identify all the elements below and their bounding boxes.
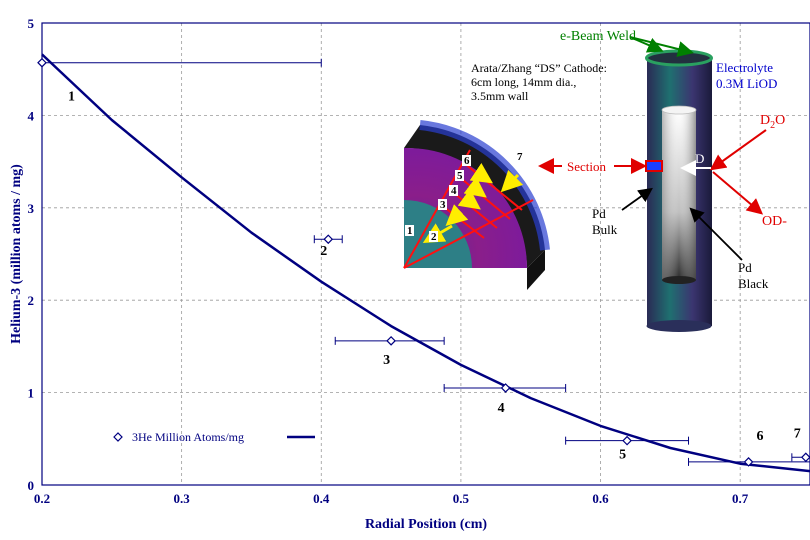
- cylinder-bottom: [646, 320, 712, 332]
- sector-yellow-arrows: [422, 162, 524, 244]
- pd-black-label-1: Pd: [738, 260, 752, 275]
- data-point-4: [500, 383, 511, 393]
- y-axis-ticks: 0 1 2 3 4 5: [28, 16, 35, 493]
- x-tick-label-1: 0.3: [174, 491, 191, 506]
- legend-marker: [113, 432, 123, 442]
- section-label: Section: [567, 159, 606, 174]
- section-indicator: Section: [538, 158, 647, 174]
- sector-diagram: 1 2 3 4 5 6 7: [403, 120, 550, 290]
- od-label: OD-: [762, 214, 787, 229]
- data-point-3: [386, 336, 396, 346]
- x-axis-title: Radial Position (cm): [365, 517, 487, 532]
- sector-label-3: 3: [440, 199, 446, 211]
- fit-curve: [41, 53, 810, 473]
- sector-label-6: 6: [464, 155, 470, 167]
- sector-region-labels: 1 2 3 4 5 6 7: [405, 151, 523, 243]
- data-point-5: [622, 435, 632, 446]
- cathode-cylinder: [645, 49, 713, 332]
- y-tick-label-4: 4: [28, 108, 35, 123]
- y-tick-label-1: 1: [28, 386, 35, 401]
- data-label-4: 4: [498, 401, 505, 416]
- x-tick-label-2: 0.4: [313, 491, 330, 506]
- x-tick-label-0: 0.2: [34, 491, 50, 506]
- data-point-7: [800, 452, 810, 463]
- data-label-6: 6: [757, 429, 764, 444]
- d-label: D: [695, 151, 704, 166]
- pd-bulk-label-1: Pd: [592, 206, 606, 221]
- d2o-label: D2O: [760, 113, 785, 131]
- pd-core-bottom: [662, 276, 696, 284]
- fit-curve-layer: [41, 53, 810, 473]
- data-label-2: 2: [320, 244, 327, 259]
- legend: 3He Million Atoms/mg: [113, 430, 315, 444]
- sector-top-face: [404, 125, 545, 268]
- pd-core-top: [661, 105, 697, 115]
- x-tick-label-4: 0.6: [592, 491, 609, 506]
- data-point-1: [37, 57, 47, 68]
- cathode-text-1: Arata/Zhang “DS” Cathode:: [471, 61, 607, 75]
- x-axis-ticks: 0.2 0.3 0.4 0.5 0.6 0.7: [34, 491, 749, 506]
- pd-bulk-label-2: Bulk: [592, 222, 618, 237]
- sector-label-7: 7: [517, 151, 523, 163]
- y-tick-label-3: 3: [28, 201, 35, 216]
- electrolyte-label-1: Electrolyte: [716, 60, 773, 75]
- electrolyte-label-2: 0.3M LiOD: [716, 76, 777, 91]
- plot-frame: [41, 22, 810, 486]
- data-label-1: 1: [68, 90, 75, 105]
- data-point-6: [743, 457, 754, 467]
- legend-label: 3He Million Atoms/mg: [132, 430, 244, 444]
- data-label-5: 5: [619, 448, 626, 463]
- sector-label-1: 1: [407, 225, 413, 237]
- data-label-7: 7: [794, 426, 801, 441]
- sector-blue-rim: [419, 120, 550, 251]
- data-point-2: [323, 234, 334, 245]
- section-marker: [645, 160, 663, 172]
- sector-label-5: 5: [457, 170, 463, 182]
- y-axis-title: Helium-3 (million atoms / mg): [9, 164, 24, 344]
- x-tick-label-5: 0.7: [732, 491, 749, 506]
- pd-black-label-2: Black: [738, 276, 769, 291]
- ebeam-label: e-Beam Weld: [560, 29, 636, 44]
- x-tick-label-3: 0.5: [453, 491, 470, 506]
- y-tick-label-5: 5: [28, 16, 35, 31]
- sector-label-4: 4: [451, 185, 457, 197]
- sector-label-2: 2: [431, 231, 437, 243]
- cylinder-top-weld: [645, 49, 713, 67]
- cathode-text-2: 6cm long, 14mm dia.,: [471, 75, 576, 89]
- y-tick-label-2: 2: [28, 293, 35, 308]
- data-label-3: 3: [383, 353, 390, 368]
- sector-edge: [527, 250, 545, 290]
- cathode-text-3: 3.5mm wall: [471, 89, 529, 103]
- y-tick-label-0: 0: [28, 478, 35, 493]
